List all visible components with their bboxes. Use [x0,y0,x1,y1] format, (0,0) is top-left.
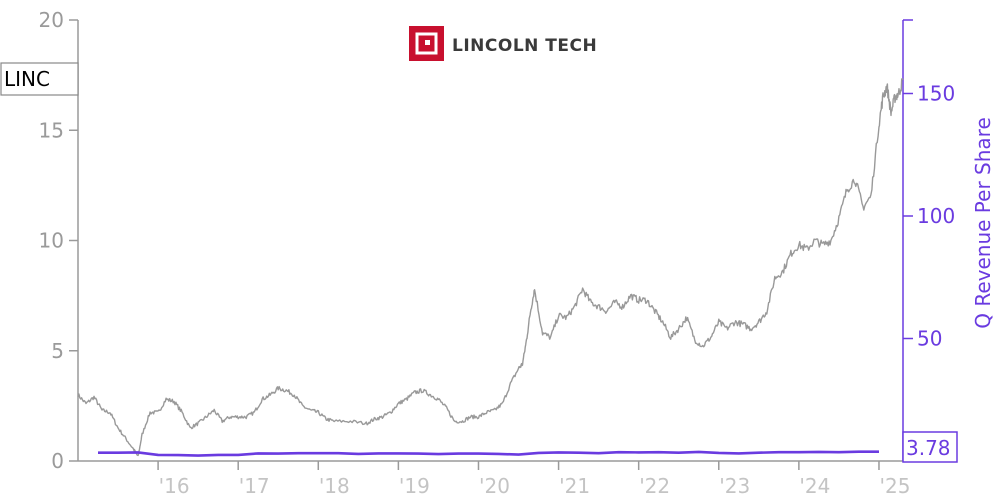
series-layer [77,78,904,457]
last-value-text: 3.78 [906,436,951,460]
x-tick-label: '22 [639,474,670,498]
lincoln-tech-logo: LINCOLN TECH [409,26,597,61]
x-tick-label: '21 [559,474,590,498]
left-tick-label: 20 [39,8,64,32]
x-axis: '16 '17 '18 '19 '20 '21 '22 '23 '24 '25 [78,460,910,498]
x-tick-label: '17 [239,474,270,498]
x-tick-label: '18 [319,474,350,498]
x-tick-label: '25 [879,474,910,498]
right-axis-label: Q Revenue Per Share [971,117,995,329]
left-tick-label: 10 [39,229,64,253]
revenue-series-line [98,450,879,457]
x-tick-label: '19 [399,474,430,498]
x-tick-label: '23 [719,474,750,498]
left-tick-label: 15 [39,118,64,142]
ticker-text: LINC [4,67,50,91]
right-axis: 50 100 150 Q Revenue Per Share [902,19,995,461]
left-tick-label: 0 [51,449,64,473]
ticker-label: LINC [0,62,79,96]
x-tick-label: '20 [479,474,510,498]
x-tick-label: '24 [799,474,830,498]
price-series-line [77,78,904,457]
x-tick-label: '16 [159,474,190,498]
right-tick-label: 50 [917,327,942,351]
right-tick-label: 150 [917,82,955,106]
last-value-badge: 3.78 [902,431,958,463]
right-tick-label: 100 [917,204,955,228]
logo-text: LINCOLN TECH [452,36,597,56]
left-tick-label: 5 [51,339,64,363]
left-axis: 0 5 10 15 20 [39,8,79,473]
